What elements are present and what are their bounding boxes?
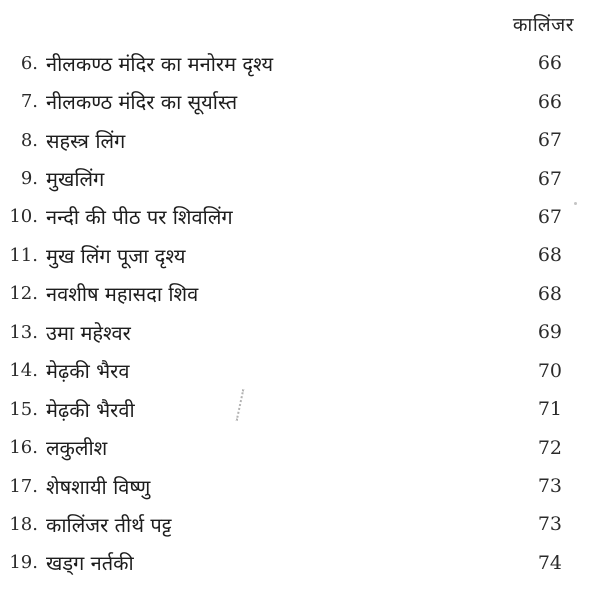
scan-speck-mark xyxy=(574,202,577,205)
item-number: 9. xyxy=(20,168,38,190)
item-page-number: 74 xyxy=(537,551,562,574)
item-number: 12. xyxy=(9,283,38,305)
item-number: 17. xyxy=(9,475,38,497)
item-title: मेढ़की भैरव xyxy=(46,359,130,384)
item-number: 16. xyxy=(9,437,38,459)
item-number: 11. xyxy=(9,244,38,266)
item-page-number: 72 xyxy=(537,436,562,459)
list-item: 18. कालिंजर तीर्थ पट्ट 73 xyxy=(0,505,600,543)
list-item: 12. नवशीष महासदा शिव 68 xyxy=(0,275,600,313)
item-number: 7. xyxy=(20,91,38,113)
item-page-number: 68 xyxy=(537,282,562,305)
list-item: 13. उमा महेश्वर 69 xyxy=(0,313,600,351)
item-number: 14. xyxy=(9,360,38,382)
list-item: 7. नीलकण्ठ मंदिर का सूर्यास्त 66 xyxy=(0,82,600,120)
item-page-number: 67 xyxy=(537,129,562,152)
list-item: 19. खड्ग नर्तकी 74 xyxy=(0,544,600,582)
list-item: 14. मेढ़की भैरव 70 xyxy=(0,352,600,390)
item-page-number: 73 xyxy=(537,513,562,536)
item-number: 6. xyxy=(20,52,38,74)
item-page-number: 67 xyxy=(537,167,562,190)
item-title: उमा महेश्वर xyxy=(46,320,131,345)
item-page-number: 66 xyxy=(537,90,562,113)
list-item: 16. लकुलीश 72 xyxy=(0,428,600,466)
item-title: मुखलिंग xyxy=(46,167,105,192)
item-title: शेषशायी विष्णु xyxy=(46,474,151,499)
item-title: सहस्त्र लिंग xyxy=(46,128,126,153)
item-title: मेढ़की भैरवी xyxy=(46,397,135,422)
list-item: 17. शेषशायी विष्णु 73 xyxy=(0,467,600,505)
item-number: 10. xyxy=(9,206,38,228)
list-item: 8. सहस्त्र लिंग 67 xyxy=(0,121,600,159)
item-title: खड्ग नर्तकी xyxy=(46,551,134,576)
item-title: नीलकण्ठ मंदिर का सूर्यास्त xyxy=(46,90,238,115)
item-page-number: 73 xyxy=(537,475,562,498)
item-number: 18. xyxy=(9,513,38,535)
list-item: 10. नन्दी की पीठ पर शिवलिंग 67 xyxy=(0,198,600,236)
figure-list: 6. नीलकण्ठ मंदिर का मनोरम दृश्य 66 7. नी… xyxy=(0,44,600,582)
item-title: नन्दी की पीठ पर शिवलिंग xyxy=(46,205,233,230)
item-page-number: 71 xyxy=(537,398,562,421)
item-number: 15. xyxy=(9,398,38,420)
item-title: नवशीष महासदा शिव xyxy=(46,282,199,307)
item-number: 8. xyxy=(20,129,38,151)
list-item: 9. मुखलिंग 67 xyxy=(0,159,600,197)
running-head-title: कालिंजर xyxy=(512,14,574,36)
list-item: 11. मुख लिंग पूजा दृश्य 68 xyxy=(0,236,600,274)
item-title: मुख लिंग पूजा दृश्य xyxy=(46,243,186,268)
item-page-number: 68 xyxy=(537,244,562,267)
item-title: नीलकण्ठ मंदिर का मनोरम दृश्य xyxy=(46,51,274,76)
list-item: 6. नीलकण्ठ मंदिर का मनोरम दृश्य 66 xyxy=(0,44,600,82)
item-number: 19. xyxy=(9,552,38,574)
item-page-number: 66 xyxy=(537,52,562,75)
item-page-number: 69 xyxy=(537,321,562,344)
item-page-number: 67 xyxy=(537,205,562,228)
item-page-number: 70 xyxy=(537,359,562,382)
list-item: 15. मेढ़की भैरवी 71 xyxy=(0,390,600,428)
item-title: कालिंजर तीर्थ पट्ट xyxy=(46,512,172,537)
item-number: 13. xyxy=(9,321,38,343)
item-title: लकुलीश xyxy=(46,436,108,461)
